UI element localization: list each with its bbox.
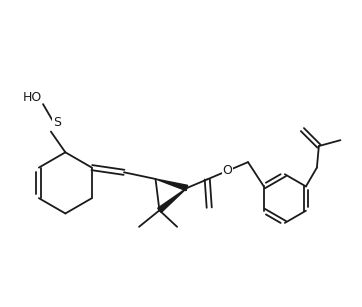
Text: O: O [223, 164, 232, 177]
Text: HO: HO [22, 91, 42, 103]
Text: S: S [53, 116, 61, 129]
Polygon shape [156, 179, 188, 191]
Polygon shape [158, 188, 187, 212]
